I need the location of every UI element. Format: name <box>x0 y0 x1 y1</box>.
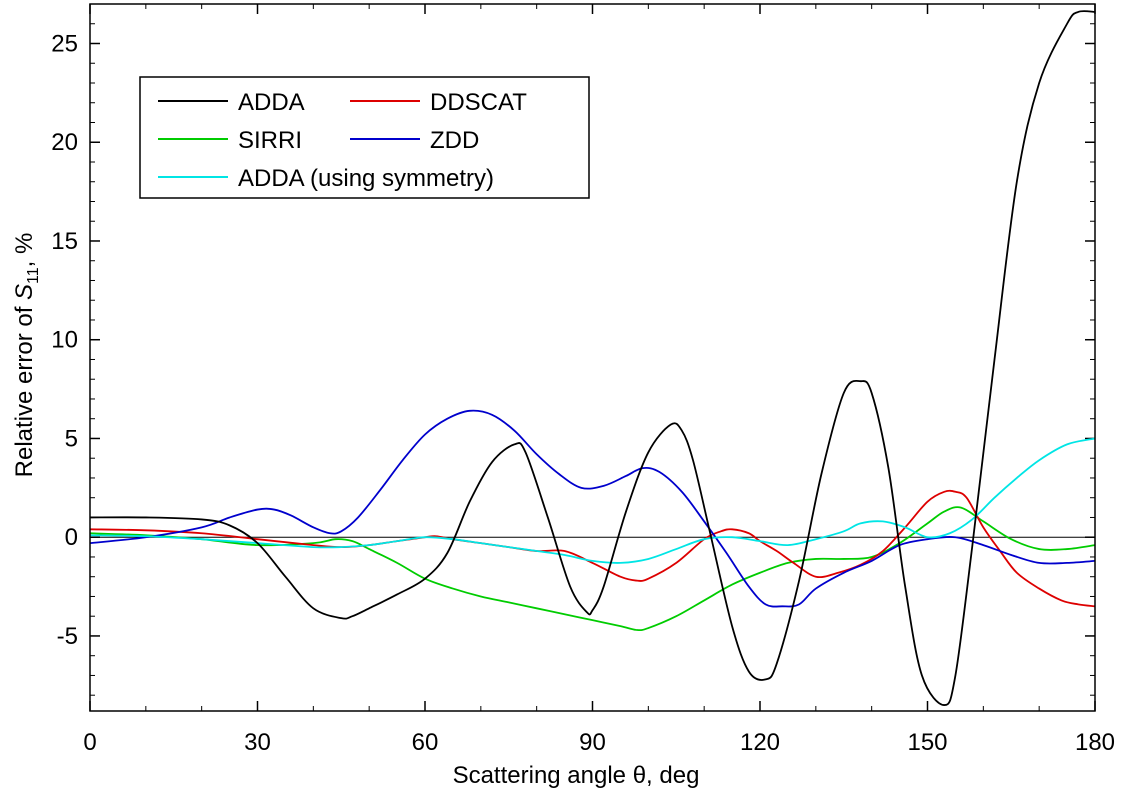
x-tick-label: 0 <box>83 729 96 756</box>
x-tick-labels: 0 30 60 90 120 150 180 <box>83 729 1115 756</box>
y-tick-label: 25 <box>51 30 78 57</box>
legend: ADDA DDSCAT SIRRI ZDD ADDA (using symmet… <box>139 76 590 199</box>
series-line-adda <box>89 10 1096 706</box>
y-tick-label: 15 <box>51 228 78 255</box>
y-tick-label: 5 <box>65 425 78 452</box>
x-axis-title: Scattering angle θ, deg <box>453 762 700 789</box>
series-line-sirri <box>89 506 1096 632</box>
legend-label-zdd: ZDD <box>430 127 479 154</box>
y-tick-label: 0 <box>65 524 78 551</box>
y-axis-title: Relative error of S11, % <box>11 233 42 478</box>
x-tick-label: 180 <box>1075 729 1115 756</box>
x-tick-label: 150 <box>907 729 947 756</box>
y-tick-label: 20 <box>51 129 78 156</box>
x-tick-label: 30 <box>244 729 271 756</box>
y-tick-label: -5 <box>57 623 78 650</box>
y-tick-label: 10 <box>51 327 78 354</box>
x-tick-label: 60 <box>412 729 439 756</box>
legend-label-ddscat: DDSCAT <box>430 89 527 116</box>
legend-label-sirri: SIRRI <box>238 127 302 154</box>
plot-frame <box>89 3 1096 712</box>
x-tick-label: 90 <box>579 729 606 756</box>
series-layer <box>89 10 1096 706</box>
legend-label-adda: ADDA <box>238 89 305 116</box>
x-tick-label: 120 <box>740 729 780 756</box>
series-line-adda-using-symmetry <box>89 437 1096 564</box>
legend-label-adda-symmetry: ADDA (using symmetry) <box>238 165 494 192</box>
y-tick-labels: -5 0 5 10 15 20 25 <box>51 30 78 649</box>
